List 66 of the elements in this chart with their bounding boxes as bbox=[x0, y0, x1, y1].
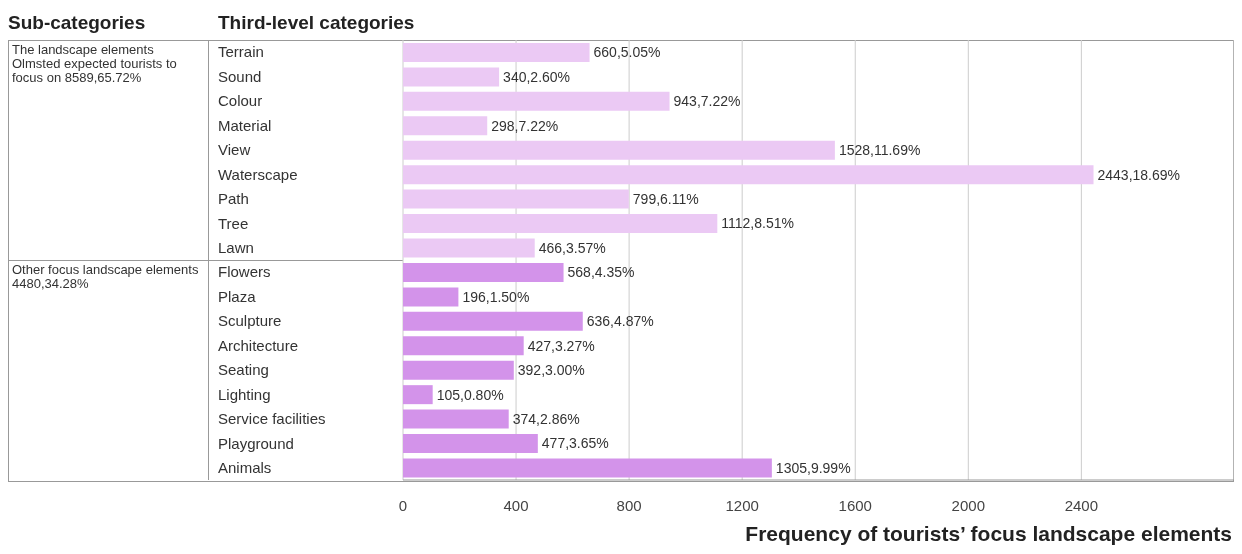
bar bbox=[403, 140, 835, 160]
data-label: 636,4.87% bbox=[586, 313, 654, 330]
data-label: 1528,11.69% bbox=[838, 142, 921, 159]
x-tick-label: 0 bbox=[398, 496, 408, 514]
bar bbox=[403, 360, 514, 380]
data-label: 799,6.11% bbox=[632, 191, 699, 207]
x-tick-label: 400 bbox=[503, 496, 529, 514]
data-label: 427,3.27% bbox=[527, 337, 595, 354]
data-label: 466,3.57% bbox=[538, 239, 606, 256]
x-tick-label: 1600 bbox=[838, 496, 872, 514]
y-tick-label: Path bbox=[218, 190, 249, 208]
x-tick-label: 800 bbox=[616, 496, 642, 514]
bar bbox=[403, 238, 535, 258]
bar bbox=[403, 91, 670, 111]
y-tick-label: Architecture bbox=[218, 336, 299, 354]
bar bbox=[403, 42, 590, 62]
bar bbox=[403, 262, 564, 282]
y-tick-label: Animals bbox=[218, 459, 272, 477]
data-label: 105,0.80% bbox=[436, 386, 504, 403]
bar bbox=[403, 385, 433, 405]
x-tick-label: 2400 bbox=[1064, 496, 1099, 514]
y-tick-label: Lighting bbox=[218, 385, 271, 403]
data-label: 568,4.35% bbox=[567, 264, 635, 281]
data-label: 392,3.00% bbox=[517, 362, 585, 379]
bar bbox=[403, 409, 509, 429]
y-tick-label: Terrain bbox=[218, 43, 264, 61]
data-label: 660,5.05% bbox=[593, 44, 661, 61]
bar bbox=[403, 458, 772, 478]
data-label: 1112,8.51% bbox=[721, 215, 794, 232]
y-tick-label: Playground bbox=[218, 434, 294, 452]
data-label: 943,7.22% bbox=[673, 93, 741, 110]
bar bbox=[403, 116, 488, 136]
data-label: 1305,9.99% bbox=[775, 459, 851, 476]
y-tick-label: Sculpture bbox=[218, 312, 282, 330]
bar bbox=[403, 165, 1094, 185]
x-tick-label: 1200 bbox=[725, 496, 759, 514]
y-tick-label: Service facilities bbox=[218, 410, 326, 428]
data-label: 340,2.60% bbox=[503, 68, 571, 85]
y-tick-label: Colour bbox=[218, 92, 263, 110]
bar bbox=[403, 189, 629, 209]
x-axis-title: Frequency of tourists’ focus landscape elements bbox=[745, 522, 1232, 546]
y-tick-label: Tree bbox=[218, 214, 249, 232]
y-tick-label: View bbox=[218, 141, 251, 159]
bar bbox=[403, 287, 459, 307]
text: Other focus landscape elements 4480,34.28% bbox=[12, 262, 200, 291]
text: Sub-categories bbox=[8, 12, 146, 34]
data-label: 2443,18.69% bbox=[1097, 166, 1181, 183]
y-tick-label: Flowers bbox=[218, 263, 271, 281]
y-tick-label: Waterscape bbox=[218, 165, 298, 183]
y-tick-label: Sound bbox=[218, 67, 262, 85]
text: The landscape elements Olmsted expected tourists to focus on 8589,65.72% bbox=[12, 42, 178, 85]
y-axis-title: Third-level categories bbox=[218, 12, 415, 34]
x-tick-label: 2000 bbox=[951, 496, 985, 514]
bar bbox=[403, 336, 524, 356]
y-tick-label: Material bbox=[218, 116, 272, 134]
y-tick-label: Seating bbox=[218, 361, 269, 379]
data-label: 298,7.22% bbox=[491, 117, 559, 134]
bar bbox=[403, 67, 500, 87]
y-tick-label: Lawn bbox=[218, 239, 254, 257]
bar bbox=[403, 214, 718, 234]
bar bbox=[403, 311, 583, 331]
data-label: 196,1.50% bbox=[462, 288, 530, 305]
data-label: 477,3.65% bbox=[541, 435, 609, 452]
y-tick-label: Plaza bbox=[218, 287, 257, 305]
bar bbox=[403, 434, 538, 454]
data-label: 374,2.86% bbox=[512, 411, 580, 427]
